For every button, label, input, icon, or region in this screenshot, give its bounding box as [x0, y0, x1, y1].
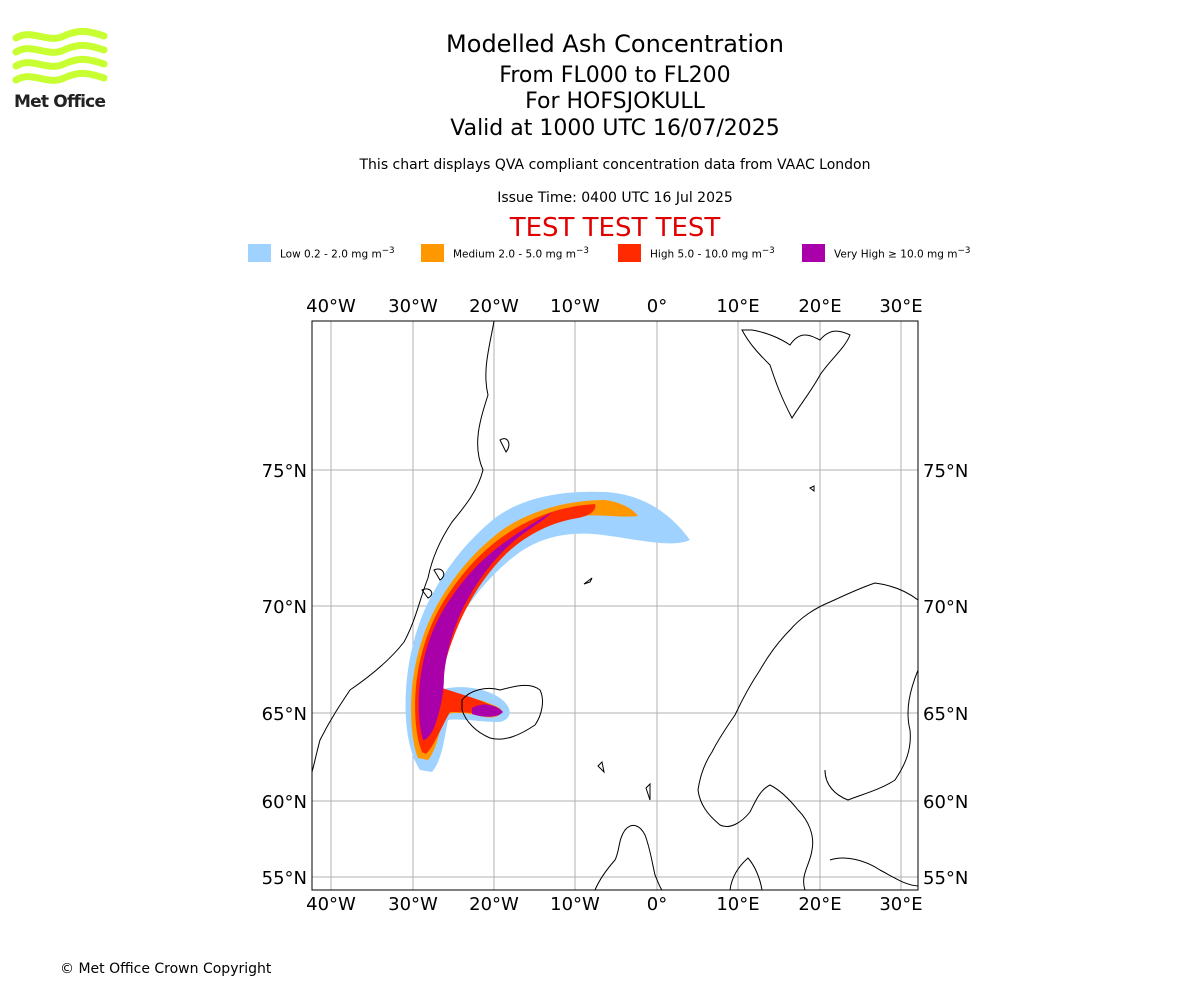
- met-office-logo: [12, 27, 112, 114]
- lat-label-right: 75°N: [923, 461, 968, 482]
- lon-label-bottom: 10°E: [716, 894, 759, 915]
- lon-label-top: 30°E: [879, 296, 922, 317]
- lat-label-left: 55°N: [262, 868, 307, 889]
- chart-title: Modelled Ash Concentration: [446, 30, 784, 58]
- lat-label-left: 70°N: [262, 597, 307, 618]
- lon-label-top: 0°: [647, 296, 667, 317]
- shetland: [645, 782, 651, 801]
- legend-label-very-high: Very High ≥ 10.0 mg m−3: [834, 245, 971, 261]
- logo-wordmark: Met Office: [14, 92, 106, 112]
- lon-label-top: 10°W: [550, 296, 600, 317]
- lat-label-left: 75°N: [262, 461, 307, 482]
- wave-logo-icon: [12, 27, 108, 84]
- denmark-baltic-coast: [729, 857, 918, 890]
- lat-label-right: 70°N: [923, 597, 968, 618]
- faroe-islands: [597, 760, 605, 774]
- greenland-islands: [421, 438, 510, 599]
- lon-label-bottom: 20°W: [469, 894, 519, 915]
- legend-swatch-low: [248, 244, 271, 262]
- coastlines: [312, 321, 918, 890]
- compliance-note: This chart displays QVA compliant concen…: [359, 157, 871, 173]
- legend-item-high: High 5.0 - 10.0 mg m−3: [618, 244, 775, 262]
- legend-item-medium: Medium 2.0 - 5.0 mg m−3: [421, 244, 589, 262]
- iceland-coast: [461, 684, 543, 740]
- test-banner: TEST TEST TEST: [509, 213, 721, 243]
- greenland-coast: [312, 321, 495, 773]
- lon-label-bottom: 0°: [647, 894, 667, 915]
- legend-swatch-high: [618, 244, 641, 262]
- lon-label-bottom: 30°E: [879, 894, 922, 915]
- lat-label-right: 65°N: [923, 704, 968, 725]
- svalbard-coast: [741, 329, 851, 420]
- lon-label-top: 20°W: [469, 296, 519, 317]
- lon-labels-top: 40°W 30°W 20°W 10°W 0° 10°E 20°E 30°E: [306, 296, 922, 317]
- bear-island: [809, 485, 815, 492]
- lon-label-bottom: 40°W: [306, 894, 356, 915]
- lon-label-bottom: 20°E: [798, 894, 841, 915]
- legend-label-medium: Medium 2.0 - 5.0 mg m−3: [453, 245, 589, 261]
- lon-label-bottom: 10°W: [550, 894, 600, 915]
- ash-very-high-source: [472, 704, 503, 717]
- map-frame: [311, 320, 919, 891]
- lon-label-top: 30°W: [388, 296, 438, 317]
- graticule: [312, 321, 918, 890]
- scotland-coast: [594, 824, 663, 890]
- legend-swatch-very-high: [802, 244, 825, 262]
- legend-label-high: High 5.0 - 10.0 mg m−3: [650, 245, 775, 261]
- valid-time: Valid at 1000 UTC 16/07/2025: [450, 116, 780, 141]
- lat-label-left: 65°N: [262, 704, 307, 725]
- legend-item-low: Low 0.2 - 2.0 mg m−3: [248, 244, 395, 262]
- lon-labels-bottom: 40°W 30°W 20°W 10°W 0° 10°E 20°E 30°E: [306, 894, 922, 915]
- lat-labels-right: 75°N 70°N 65°N 60°N 55°N: [923, 461, 968, 889]
- ash-very-high-area: [418, 512, 552, 740]
- legend-item-very-high: Very High ≥ 10.0 mg m−3: [802, 244, 970, 262]
- concentration-legend: Low 0.2 - 2.0 mg m−3 Medium 2.0 - 5.0 mg…: [0, 244, 1200, 264]
- legend-label-low: Low 0.2 - 2.0 mg m−3: [280, 245, 395, 261]
- finland-coast: [824, 669, 918, 801]
- scandinavia-coast: [697, 582, 918, 890]
- legend-swatch-medium: [421, 244, 444, 262]
- copyright-notice: © Met Office Crown Copyright: [60, 961, 272, 977]
- lon-label-top: 10°E: [716, 296, 759, 317]
- lon-label-top: 40°W: [306, 296, 356, 317]
- lat-label-left: 60°N: [262, 792, 307, 813]
- lat-label-right: 60°N: [923, 792, 968, 813]
- lat-label-right: 55°N: [923, 868, 968, 889]
- volcano-name: For HOFSJOKULL: [525, 89, 705, 114]
- lat-labels-left: 75°N 70°N 65°N 60°N 55°N: [262, 461, 307, 889]
- jan-mayen: [583, 577, 593, 585]
- issue-time: Issue Time: 0400 UTC 16 Jul 2025: [497, 190, 733, 206]
- lon-label-bottom: 30°W: [388, 894, 438, 915]
- flight-levels: From FL000 to FL200: [499, 63, 731, 88]
- ash-plume: [405, 491, 690, 772]
- ash-medium-area: [411, 500, 638, 760]
- lon-label-top: 20°E: [798, 296, 841, 317]
